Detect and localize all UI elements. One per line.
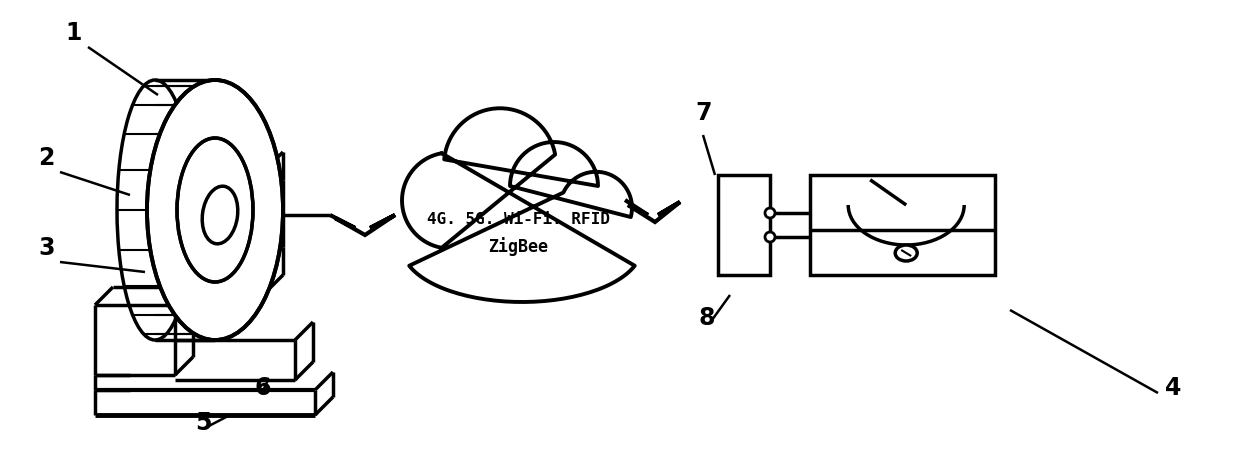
Ellipse shape (177, 138, 253, 282)
Text: 5: 5 (195, 411, 212, 435)
Text: 4G. 5G. Wi-Fi. RFID: 4G. 5G. Wi-Fi. RFID (426, 212, 610, 227)
Text: 7: 7 (695, 101, 711, 125)
Ellipse shape (202, 186, 238, 244)
Text: 4: 4 (1165, 376, 1181, 400)
Polygon shape (717, 175, 769, 275)
Text: 2: 2 (38, 146, 55, 170)
Text: ZigBee: ZigBee (488, 237, 548, 257)
Circle shape (764, 232, 776, 242)
Ellipse shape (896, 245, 917, 261)
Ellipse shape (147, 80, 282, 340)
Text: 6: 6 (255, 376, 271, 400)
Polygon shape (401, 108, 634, 302)
Text: 3: 3 (38, 236, 55, 260)
Text: 8: 8 (698, 306, 715, 330)
Text: 1: 1 (64, 21, 82, 45)
Ellipse shape (116, 80, 193, 340)
Polygon shape (810, 175, 995, 275)
Circle shape (764, 208, 776, 218)
